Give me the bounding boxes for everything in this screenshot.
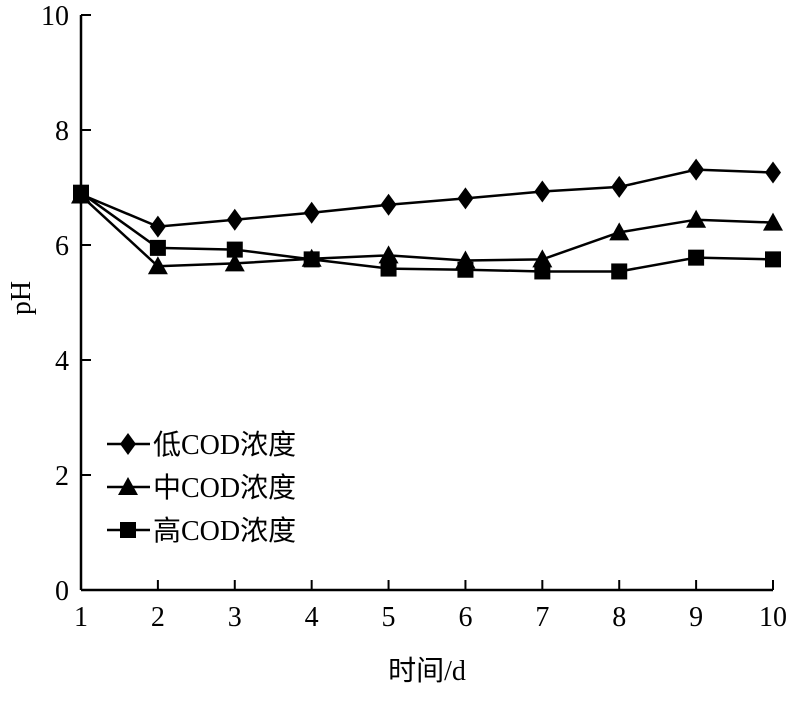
data-point-diamond [688,158,705,181]
data-point-square [380,260,397,277]
data-point-square [226,241,243,258]
data-point-triangle [609,222,630,241]
x-tick-label: 2 [151,602,165,633]
x-tick-label: 10 [759,602,787,633]
data-point-square [765,251,781,268]
data-point-diamond [303,201,320,224]
data-point-square [149,239,166,256]
x-tick-label: 6 [458,602,472,633]
y-tick-label: 4 [55,346,69,377]
data-point-diamond [380,193,397,216]
data-point-triangle [532,249,553,268]
y-tick-label: 10 [41,1,69,32]
x-tick-label: 8 [612,602,626,633]
x-tick-label: 1 [74,602,88,633]
legend-item: 高COD浓度 [107,515,296,547]
series-group [71,158,783,280]
data-point-square [73,184,89,201]
data-point-diamond [611,175,628,198]
data-point-diamond [226,208,243,231]
y-tick-label: 2 [55,461,69,492]
series-line [80,191,774,273]
legend-label: 中COD浓度 [153,472,296,504]
data-point-square [534,263,551,280]
data-point-diamond [149,215,166,238]
data-point-diamond [765,161,781,184]
data-point-triangle [224,253,245,272]
data-point-triangle [686,209,707,228]
x-tick-label: 4 [305,602,319,633]
legend-label: 高COD浓度 [153,515,296,547]
data-point-square [611,263,628,280]
data-point-diamond [534,180,551,203]
legend-item: 中COD浓度 [107,472,296,504]
data-point-triangle [147,256,168,275]
x-tick-label: 9 [689,602,703,633]
series-square [73,184,781,280]
series-line [80,168,774,228]
legend-label: 低COD浓度 [153,429,296,461]
x-tick-label: 7 [535,602,549,633]
y-tick-label: 0 [55,576,69,607]
series-diamond [73,158,781,238]
legend-marker-square [120,522,136,538]
legend-marker-triangle [118,477,138,495]
data-point-square [303,251,320,268]
y-axis-label: pH [6,281,37,315]
legend-marker-diamond [120,433,136,455]
legend-item: 低COD浓度 [107,429,296,461]
data-point-square [688,249,705,266]
data-point-triangle [763,212,783,231]
series-line [80,194,774,268]
x-axis-label: 时间/d [388,655,466,687]
y-tick-label: 8 [55,116,69,147]
data-point-square [457,261,474,278]
x-tick-label: 5 [382,602,396,633]
data-point-triangle [378,245,399,264]
y-tick-label: 6 [55,231,69,262]
data-point-diamond [457,187,474,210]
x-tick-label: 3 [228,602,242,633]
